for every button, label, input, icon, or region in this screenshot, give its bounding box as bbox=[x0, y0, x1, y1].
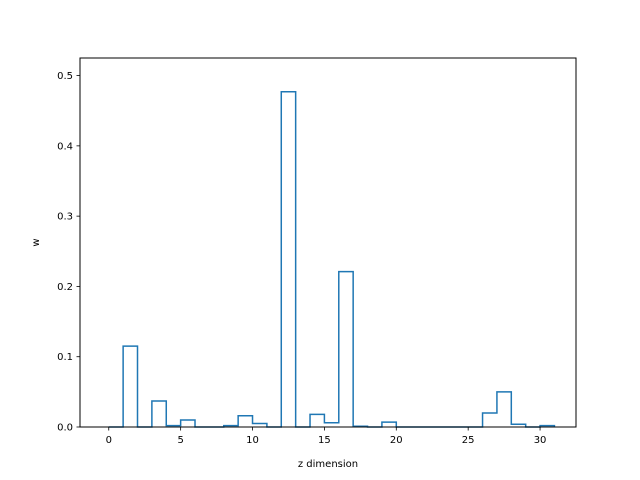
x-axis-label: z dimension bbox=[298, 459, 358, 470]
plot-area bbox=[108, 90, 556, 428]
y-tick-label: 0.1 bbox=[57, 352, 73, 363]
axes-frame bbox=[79, 57, 577, 428]
histogram-step-outline bbox=[108, 90, 556, 428]
y-tick-label: 0.0 bbox=[57, 423, 73, 434]
x-tick-label: 5 bbox=[177, 435, 183, 446]
x-tick-label: 15 bbox=[318, 435, 331, 446]
y-tick-label: 0.2 bbox=[57, 282, 73, 293]
x-tick-label: 0 bbox=[106, 435, 112, 446]
y-tick-label: 0.3 bbox=[57, 212, 73, 223]
y-tick-label: 0.5 bbox=[57, 71, 73, 82]
y-axis: 0.0 0.1 0.2 0.3 0.4 0.5 bbox=[57, 71, 80, 434]
x-tick-label: 25 bbox=[462, 435, 475, 446]
y-tick-label: 0.4 bbox=[57, 141, 73, 152]
x-tick-label: 20 bbox=[390, 435, 403, 446]
x-tick-label: 10 bbox=[246, 435, 259, 446]
x-axis: 0 5 10 15 20 25 30 bbox=[106, 427, 547, 446]
y-axis-label: w bbox=[31, 238, 42, 246]
x-tick-label: 30 bbox=[534, 435, 547, 446]
